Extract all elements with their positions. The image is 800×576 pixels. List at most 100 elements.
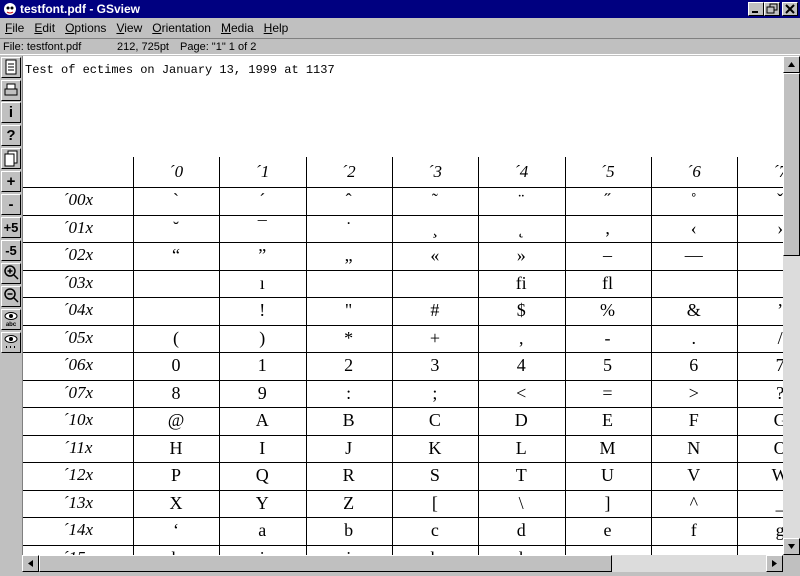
glyph-cell: _	[737, 493, 783, 514]
skip-back-button[interactable]: -5	[1, 240, 21, 261]
glyph-cell: 1	[257, 355, 267, 375]
glyph-cell: <	[516, 382, 527, 403]
glyph-cell: fl	[602, 272, 613, 293]
row-divider	[23, 324, 783, 326]
glyph-cell: ˜	[431, 190, 438, 210]
glyph-cell: ‘	[173, 520, 179, 540]
open-button[interactable]	[1, 57, 21, 78]
row-divider	[23, 187, 783, 188]
column-header: ´1	[255, 162, 270, 181]
glyph-cell: „	[344, 245, 353, 265]
glyph-cell: ’	[777, 300, 783, 320]
row-label: ´07x	[62, 382, 94, 402]
glyph-cell: C	[428, 410, 441, 430]
row-divider	[23, 462, 783, 463]
glyph-cell: G	[737, 410, 783, 431]
glyph-cell: ˙	[345, 217, 352, 238]
row-divider	[23, 297, 783, 298]
print-button[interactable]	[1, 80, 21, 101]
glyph-cell: I	[259, 437, 266, 458]
row-divider	[23, 269, 783, 271]
next-page-button[interactable]: +	[1, 171, 21, 192]
close-button[interactable]	[782, 2, 798, 16]
glyph-cell: –	[603, 245, 612, 265]
scroll-down-button[interactable]	[783, 538, 800, 555]
row-divider	[23, 407, 783, 408]
menu-item[interactable]: Edit	[34, 21, 56, 35]
glyph-cell: :	[346, 382, 352, 403]
glyph-cell: m	[565, 548, 651, 556]
glyph-cell: a	[258, 520, 267, 540]
glyph-cell: ‚	[604, 217, 611, 238]
glyph-cell: A	[255, 410, 269, 430]
menu-item[interactable]: File	[5, 21, 25, 35]
glyph-cell: @	[167, 410, 185, 430]
toolbar: i ? + - +5 -5 abc	[0, 56, 22, 555]
restore-button[interactable]	[764, 2, 780, 16]
vertical-thumb[interactable]	[783, 73, 800, 256]
glyph-cell: ˝	[604, 190, 611, 210]
row-divider	[23, 434, 783, 436]
vertical-scrollbar[interactable]	[783, 56, 800, 555]
find-button[interactable]: abc	[1, 309, 21, 330]
window-title: testfont.pdf - GSview	[20, 2, 140, 16]
column-divider	[133, 157, 134, 555]
glyph-cell: ˚	[690, 190, 697, 210]
column-header: ´7	[773, 162, 783, 181]
glyph-cell: o	[737, 548, 783, 556]
menu-bar: File Edit Options View Orientation Media Help	[0, 18, 800, 38]
glyph-cell: 8	[171, 382, 181, 403]
goto-page-button[interactable]	[1, 148, 21, 169]
row-label: ´10x	[62, 410, 94, 429]
glyph-cell: Q	[255, 465, 269, 485]
glyph-cell: `	[173, 190, 179, 210]
help-button[interactable]: ?	[1, 125, 21, 146]
glyph-cell: 5	[603, 355, 612, 375]
glyph-cell: 6	[689, 355, 699, 375]
menu-item[interactable]: Options	[65, 21, 107, 35]
glyph-cell: l	[478, 548, 564, 556]
menu-item[interactable]: View	[116, 21, 143, 35]
menu-item[interactable]: Orientation	[152, 21, 211, 35]
row-label: ´02x	[62, 245, 94, 264]
minimize-button[interactable]	[748, 2, 764, 16]
glyph-cell: $	[516, 300, 526, 320]
zoom-in-button[interactable]	[1, 263, 21, 284]
glyph-cell: X	[169, 492, 183, 513]
glyph-cell: ‹	[690, 217, 697, 238]
glyph-cell: 4	[516, 355, 526, 375]
glyph-cell: ›	[777, 217, 783, 238]
row-label: ´03x	[62, 272, 94, 292]
horizontal-thumb[interactable]	[39, 555, 612, 572]
glyph-cell: d	[516, 520, 526, 540]
glyph-cell: e	[603, 520, 612, 540]
glyph-cell: N	[687, 437, 701, 458]
glyph-cell: *	[344, 327, 354, 348]
document-heading: Test of ectimes on January 13, 1999 at 1…	[25, 63, 335, 77]
scroll-right-button[interactable]	[766, 555, 783, 572]
find-next-button[interactable]	[1, 332, 21, 353]
info-button[interactable]: i	[1, 102, 21, 123]
column-header: ´4	[514, 162, 529, 181]
prev-page-button[interactable]: -	[1, 194, 21, 215]
column-divider	[305, 157, 307, 555]
glyph-cell: g	[737, 520, 783, 541]
glyph-cell: K	[428, 437, 442, 458]
menu-item[interactable]: Media	[220, 21, 254, 35]
glyph-cell: =	[602, 382, 613, 403]
scroll-up-button[interactable]	[783, 56, 800, 73]
glyph-cell: »	[516, 245, 526, 265]
glyph-cell: n	[651, 548, 737, 556]
svg-text:abc: abc	[6, 322, 17, 328]
glyph-cell: O	[737, 438, 783, 459]
glyph-cell: H	[169, 437, 183, 458]
horizontal-scrollbar[interactable]	[22, 555, 783, 572]
character-table: ´0 ´1 ´2 ´3 ´4 ´5 ´6 ´7 ´00x ` ´ ˆ ˜ ¨ ˝ ˚ ˇ ´01x ˘ ¯ ˙ ¸ ˛ ‚ ‹ ›…	[23, 56, 783, 555]
glyph-cell: ,	[518, 327, 524, 348]
scroll-left-button[interactable]	[22, 555, 39, 572]
skip-forward-button[interactable]: +5	[1, 217, 21, 238]
column-header: ´0	[168, 162, 184, 181]
zoom-out-button[interactable]	[1, 286, 21, 307]
glyph-cell: (	[173, 327, 179, 348]
menu-item[interactable]: Help	[263, 21, 289, 35]
